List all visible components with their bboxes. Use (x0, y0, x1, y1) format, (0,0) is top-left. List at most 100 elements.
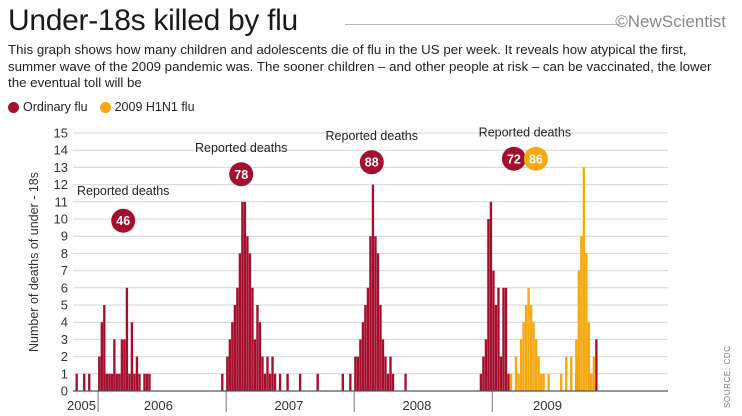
bar-ordinary-w173 (507, 373, 510, 391)
header-divider (345, 24, 620, 25)
bar-h1n1-w179 (522, 322, 525, 391)
bar-ordinary-w69 (246, 236, 249, 391)
bar-ordinary-w90 (298, 373, 302, 391)
badge-value-h1n1-4: 86 (529, 152, 543, 166)
bar-ordinary-w73 (256, 305, 259, 391)
bar-ordinary-w166 (489, 201, 493, 391)
bar-h1n1-w203 (582, 167, 586, 391)
bar-h1n1-w176 (514, 356, 518, 391)
badge-h1n1-4 (523, 146, 548, 171)
bar-ordinary-w70 (248, 253, 252, 391)
x-tick-label-2007: 2007 (274, 398, 303, 413)
bar-ordinary-w82 (278, 373, 282, 391)
bar-ordinary-w74 (258, 322, 262, 391)
bar-ordinary-w76 (263, 373, 267, 391)
y-tick-label-8: 8 (61, 246, 68, 261)
badge-value-3: 88 (365, 156, 379, 170)
y-tick-label-9: 9 (61, 229, 68, 244)
page-title: Under-18s killed by flu (8, 4, 298, 37)
bar-ordinary-w19 (120, 339, 124, 391)
bar-ordinary-w171 (502, 287, 505, 391)
bar-ordinary-w169 (497, 287, 500, 391)
badge-1 (111, 208, 136, 233)
legend-swatch-h1n1 (99, 101, 111, 113)
y-axis-title: Number of deaths of under - 18s (27, 172, 41, 352)
bar-ordinary-w12 (103, 305, 106, 391)
bar-ordinary-w26 (138, 373, 141, 391)
bar-ordinary-w172 (504, 287, 508, 391)
bar-ordinary-w75 (261, 356, 264, 391)
bar-ordinary-w23 (130, 322, 134, 391)
bar-h1n1-w198 (570, 356, 573, 391)
bar-ordinary-w13 (105, 373, 108, 391)
bar-h1n1-w206 (590, 373, 593, 391)
annotation-label-3: Reported deaths (326, 129, 418, 143)
bar-ordinary-w14 (108, 373, 111, 391)
x-tick-label-2008: 2008 (402, 398, 431, 413)
bar-h1n1-w204 (585, 253, 588, 391)
bar-ordinary-w121 (376, 253, 380, 391)
bar-h1n1-w207 (592, 356, 596, 391)
bar-ordinary-w16 (113, 339, 116, 391)
bar-ordinary-w116 (364, 305, 367, 391)
brand-logo: ©NewScientist (615, 12, 726, 31)
bar-h1n1-w184 (534, 339, 538, 391)
y-tick-label-2: 2 (61, 349, 68, 364)
badge-ordinary-4 (501, 146, 526, 171)
bar-ordinary-w78 (268, 373, 272, 391)
bar-h1n1-w180 (524, 305, 528, 391)
bar-ordinary-w66 (238, 253, 242, 391)
bar-ordinary-w164 (484, 339, 488, 391)
y-tick-label-12: 12 (54, 177, 68, 192)
bar-ordinary-w68 (243, 201, 247, 391)
bar-ordinary-w123 (381, 339, 385, 391)
source-note: SOURCE: CDC (723, 345, 732, 408)
bar-h1n1-w186 (539, 373, 543, 391)
bar-ordinary-w15 (110, 373, 114, 391)
bar-ordinary-w11 (100, 322, 103, 391)
bar-h1n1-w205 (587, 322, 591, 391)
bar-h1n1-w196 (565, 356, 568, 391)
bar-ordinary-w113 (356, 356, 360, 391)
y-tick-label-4: 4 (61, 315, 68, 330)
badge-value-ordinary-4: 72 (507, 152, 521, 166)
bar-ordinary-w64 (233, 305, 237, 391)
bar-ordinary-w85 (286, 373, 289, 391)
bar-ordinary-w162 (479, 373, 483, 391)
bar-ordinary-w97 (316, 373, 319, 391)
bar-ordinary-w126 (389, 356, 392, 391)
y-tick-label-3: 3 (61, 332, 68, 347)
y-tick-label-15: 15 (54, 126, 68, 141)
bar-ordinary-w22 (128, 373, 131, 391)
bar-ordinary-w29 (145, 373, 149, 391)
bar-ordinary-w118 (369, 236, 372, 391)
bar-h1n1-w200 (575, 339, 578, 391)
y-tick-label-1: 1 (61, 366, 68, 381)
bar-ordinary-w28 (143, 373, 146, 391)
annotation-label-4: Reported deaths (479, 125, 571, 139)
bar-h1n1-w185 (537, 356, 540, 391)
bar-ordinary-w122 (379, 305, 382, 391)
y-tick-label-10: 10 (54, 212, 68, 227)
bar-ordinary-w77 (266, 356, 269, 391)
bar-ordinary-w80 (273, 373, 277, 391)
bar-ordinary-w18 (118, 373, 121, 391)
bar-ordinary-w208 (595, 339, 598, 391)
bar-ordinary-w119 (371, 184, 375, 391)
legend: Ordinary flu 2009 H1N1 flu (8, 100, 207, 114)
bar-ordinary-w59 (221, 373, 224, 391)
bar-ordinary-w120 (374, 236, 377, 391)
bar-ordinary-w17 (115, 373, 119, 391)
bar-ordinary-w79 (271, 356, 274, 391)
annotation-label-2: Reported deaths (195, 141, 287, 155)
bar-ordinary-w117 (366, 287, 370, 391)
bar-h1n1-w178 (519, 339, 523, 391)
bar-ordinary-w62 (228, 339, 232, 391)
bar-h1n1-w182 (529, 305, 533, 391)
bar-h1n1-w194 (560, 373, 563, 391)
bar-ordinary-w21 (125, 287, 129, 391)
x-tick-label-2005: 2005 (67, 398, 96, 413)
bar-h1n1-w177 (517, 373, 520, 391)
bar-ordinary-w124 (384, 356, 387, 391)
